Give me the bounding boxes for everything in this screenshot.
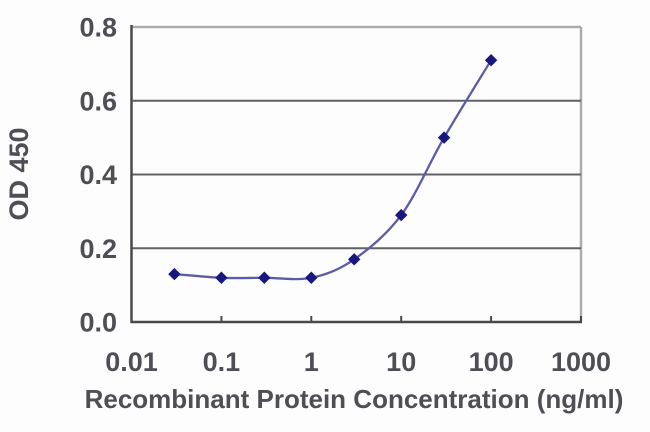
- data-point-3: [347, 253, 361, 266]
- y-tick-label-0.2: 0.2: [79, 234, 117, 264]
- x-tick-label-1: 1: [304, 347, 319, 377]
- x-axis-title: Recombinant Protein Concentration (ng/ml…: [85, 384, 624, 414]
- data-point-0.03: [168, 267, 181, 281]
- y-axis-title: OD 450: [4, 127, 34, 220]
- x-tick-label-10: 10: [386, 347, 416, 377]
- data-point-0.3: [258, 271, 271, 284]
- data-point-0.1: [215, 271, 228, 284]
- x-tick-label-0.01: 0.01: [105, 347, 158, 377]
- data-point-10: [395, 208, 408, 222]
- data-markers: [168, 53, 498, 284]
- series-line: [174, 59, 493, 281]
- y-tick-labels: 0.0 0.2 0.4 0.6 0.8: [79, 13, 117, 338]
- gridlines: [131, 99, 581, 250]
- x-tick-label-1000: 1000: [551, 347, 611, 377]
- x-tick-label-0.1: 0.1: [203, 347, 241, 377]
- x-tick-label-100: 100: [469, 347, 514, 377]
- data-point-1: [305, 271, 318, 284]
- x-tick-labels: 0.01 0.1 1 10 100 1000: [105, 347, 611, 377]
- x-tick-marks: [130, 316, 582, 322]
- y-tick-label-0.4: 0.4: [79, 160, 117, 190]
- y-tick-label-0.6: 0.6: [79, 86, 117, 116]
- data-series: [174, 59, 493, 281]
- axes: [130, 25, 582, 324]
- data-point-100: [484, 53, 498, 67]
- y-tick-label-0.8: 0.8: [79, 13, 117, 43]
- data-point-30: [437, 131, 451, 144]
- y-tick-label-0.0: 0.0: [79, 308, 117, 338]
